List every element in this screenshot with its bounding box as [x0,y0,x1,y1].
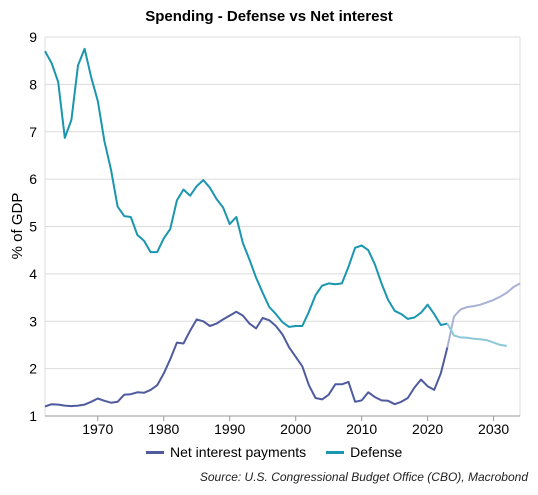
x-tick-label: 2020 [412,421,443,437]
y-tick-label: 9 [29,29,37,45]
net-interest-line-projection [446,282,521,348]
legend-item-defense: Defense [326,444,402,460]
y-tick-label: 7 [29,124,37,140]
y-tick-label: 2 [29,361,37,377]
series-lines [44,47,521,408]
axes [44,37,521,421]
legend-swatch-net-interest [146,450,164,454]
y-tick-label: 8 [29,76,37,92]
x-tick-label: 1990 [214,421,245,437]
x-tick-label: 2030 [478,421,509,437]
y-tick-label: 5 [29,219,37,235]
x-tick-label: 2010 [346,421,377,437]
y-axis-label: % of GDP [9,193,26,260]
defense-line-historical [44,47,448,328]
legend-label-net-interest: Net interest payments [170,444,307,460]
tick-labels: 1 2 3 4 5 6 7 8 9 1970 1980 1990 2000 2010 2020 2030 [29,29,509,437]
x-tick-label: 1980 [148,421,179,437]
x-tick-label: 1970 [82,421,113,437]
y-tick-label: 4 [29,266,37,282]
source-note: Source: U.S. Congressional Budget Office… [199,470,528,484]
legend-label-defense: Defense [350,444,403,460]
gridlines [45,36,520,417]
chart-title: Spending - Defense vs Net interest [145,8,393,25]
x-tick-label: 2000 [280,421,311,437]
legend: Net interest payments Defense [146,444,402,460]
y-tick-label: 3 [29,313,37,329]
defense-line-projection [446,323,507,347]
legend-item-net-interest: Net interest payments [146,444,306,460]
y-tick-label: 6 [29,171,37,187]
net-interest-line-historical [44,310,449,408]
legend-swatch-defense [326,450,345,454]
y-tick-label: 1 [29,408,37,424]
